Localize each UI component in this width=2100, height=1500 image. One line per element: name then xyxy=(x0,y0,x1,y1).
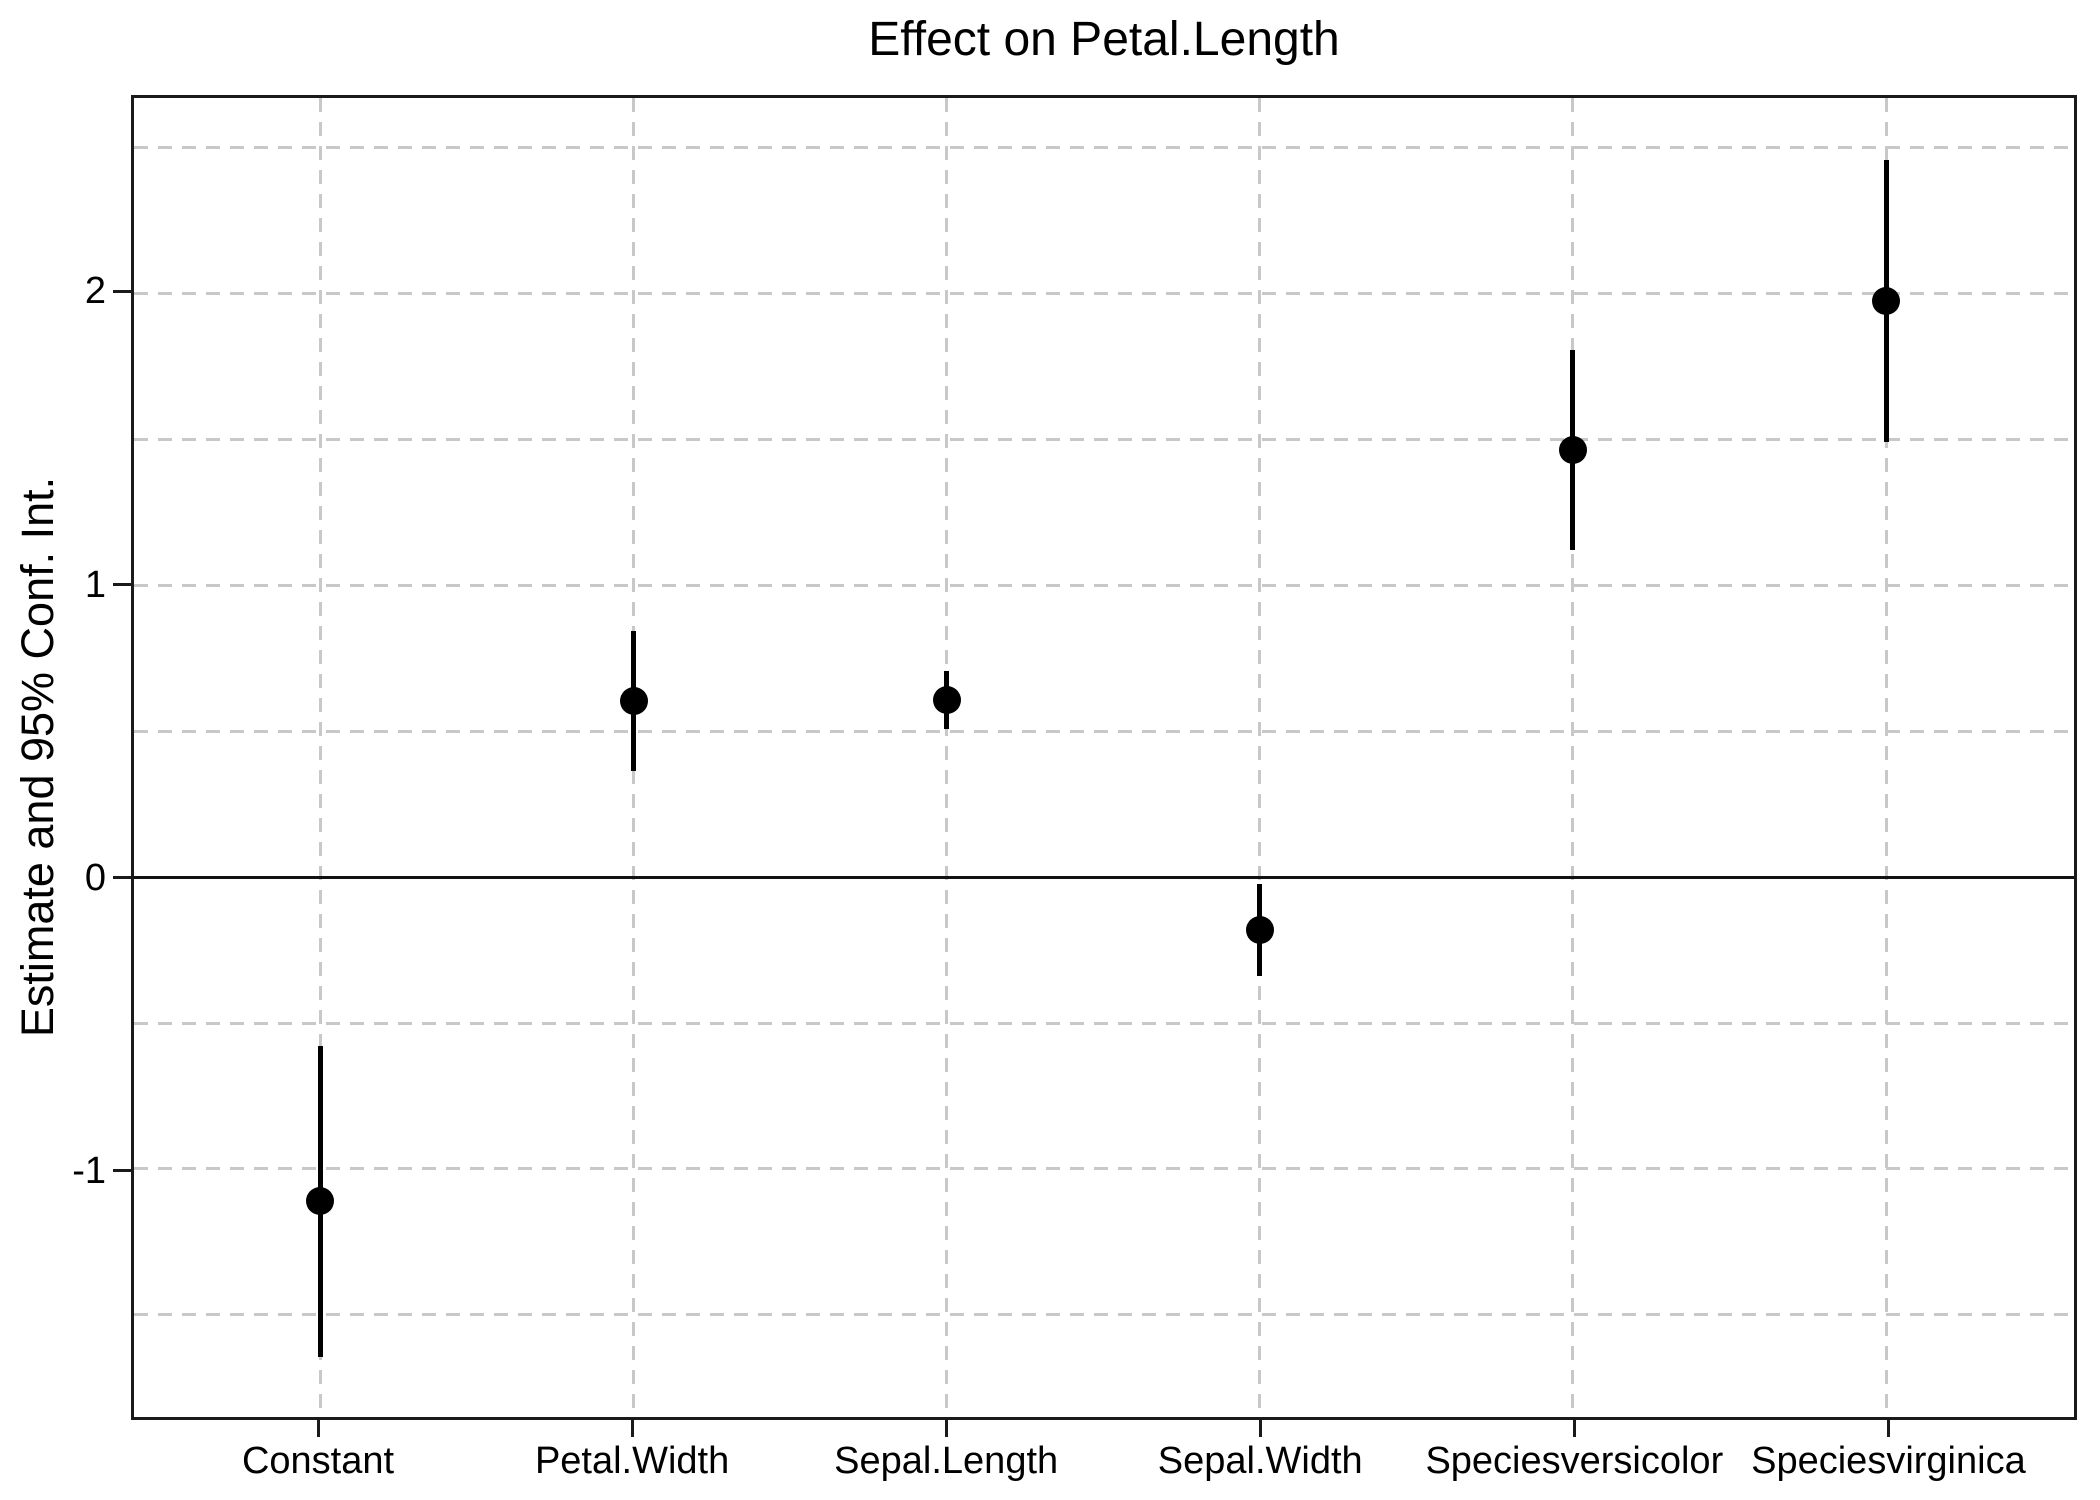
v-gridline xyxy=(1571,98,1575,1417)
zero-line xyxy=(134,875,2074,879)
estimate-point xyxy=(306,1187,335,1216)
x-tick-label: Constant xyxy=(241,1440,395,1482)
y-axis-title: Estimate and 95% Conf. Int. xyxy=(12,476,63,1038)
x-tick xyxy=(1258,1420,1262,1437)
x-tick xyxy=(630,1420,634,1437)
v-gridline xyxy=(945,98,949,1417)
estimate-point xyxy=(619,687,648,716)
y-tick xyxy=(113,1169,131,1173)
estimate-point xyxy=(1558,436,1587,465)
y-tick xyxy=(113,289,131,293)
v-gridline xyxy=(318,98,322,1417)
x-tick-label: Sepal.Width xyxy=(1157,1440,1363,1482)
x-tick xyxy=(1886,1420,1890,1437)
v-gridline xyxy=(1258,98,1262,1417)
h-gridline xyxy=(134,292,2074,295)
plot-panel xyxy=(131,95,2077,1420)
x-tick-label: Petal.Width xyxy=(534,1440,730,1482)
x-tick xyxy=(316,1420,320,1437)
x-tick-label: Sepal.Length xyxy=(834,1440,1059,1482)
y-tick xyxy=(113,583,131,587)
h-gridline xyxy=(134,1313,2074,1317)
y-tick-label: -1 xyxy=(72,1149,106,1192)
y-tick-label: 2 xyxy=(84,270,106,313)
h-gridline xyxy=(134,1167,2074,1171)
x-tick-label: Speciesversicolor xyxy=(1425,1440,1724,1482)
h-gridline xyxy=(134,729,2074,733)
plot-title: Effect on Petal.Length xyxy=(868,13,1340,66)
x-tick xyxy=(944,1420,948,1437)
estimate-point xyxy=(1245,915,1274,944)
x-tick xyxy=(1572,1420,1576,1437)
h-gridline xyxy=(134,437,2074,441)
estimate-point xyxy=(1872,287,1900,316)
h-gridline xyxy=(134,583,2074,587)
y-tick xyxy=(113,876,131,880)
h-gridline xyxy=(134,1021,2074,1025)
estimate-point xyxy=(932,685,961,714)
y-tick-label: 0 xyxy=(84,856,106,899)
h-gridline xyxy=(134,146,2074,150)
y-tick-label: 1 xyxy=(84,563,106,606)
x-tick-label: Speciesvirginica xyxy=(1751,1440,2026,1482)
v-gridline xyxy=(1884,98,1888,1417)
